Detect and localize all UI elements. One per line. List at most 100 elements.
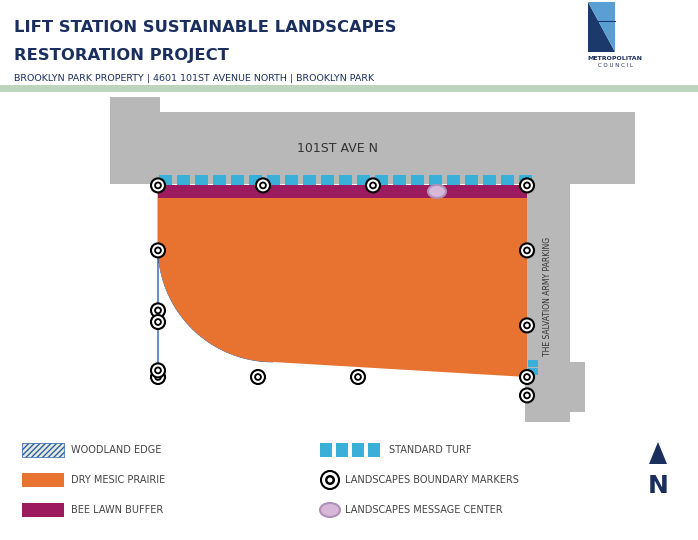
Circle shape bbox=[151, 244, 165, 258]
Text: LANDSCAPES MESSAGE CENTER: LANDSCAPES MESSAGE CENTER bbox=[345, 505, 503, 515]
Circle shape bbox=[523, 247, 531, 254]
Text: C O U N C I L: C O U N C I L bbox=[597, 63, 632, 68]
Bar bbox=[231, 176, 244, 185]
Bar bbox=[501, 176, 514, 185]
Bar bbox=[393, 176, 406, 185]
Circle shape bbox=[151, 178, 165, 192]
Text: BEE LAWN BUFFER: BEE LAWN BUFFER bbox=[71, 505, 163, 515]
Bar bbox=[375, 176, 388, 185]
Bar bbox=[368, 443, 380, 457]
Ellipse shape bbox=[320, 503, 340, 517]
Circle shape bbox=[156, 308, 160, 312]
Circle shape bbox=[259, 181, 267, 189]
Circle shape bbox=[156, 368, 160, 373]
Circle shape bbox=[151, 363, 165, 377]
Text: N: N bbox=[648, 474, 669, 498]
Text: WOODLAND EDGE: WOODLAND EDGE bbox=[71, 445, 161, 455]
Polygon shape bbox=[588, 2, 615, 52]
Circle shape bbox=[369, 181, 377, 189]
Circle shape bbox=[151, 315, 165, 329]
Circle shape bbox=[256, 178, 270, 192]
Bar bbox=[465, 176, 478, 185]
Bar bbox=[528, 368, 538, 375]
Circle shape bbox=[154, 318, 162, 326]
Bar bbox=[110, 97, 160, 120]
Bar bbox=[320, 443, 332, 457]
Polygon shape bbox=[649, 442, 667, 464]
Circle shape bbox=[523, 373, 531, 381]
Circle shape bbox=[520, 370, 534, 384]
Bar bbox=[285, 176, 298, 185]
Circle shape bbox=[251, 370, 265, 384]
Bar bbox=[213, 176, 226, 185]
Circle shape bbox=[156, 375, 160, 379]
Bar bbox=[352, 443, 364, 457]
Circle shape bbox=[156, 248, 160, 252]
Circle shape bbox=[151, 370, 165, 384]
FancyBboxPatch shape bbox=[22, 473, 64, 487]
Circle shape bbox=[321, 471, 339, 489]
FancyBboxPatch shape bbox=[22, 443, 64, 457]
Bar bbox=[483, 176, 496, 185]
FancyBboxPatch shape bbox=[22, 503, 64, 517]
Circle shape bbox=[154, 373, 162, 381]
Text: 101ST AVE N: 101ST AVE N bbox=[297, 141, 378, 154]
Bar bbox=[525, 112, 635, 184]
Bar bbox=[411, 176, 424, 185]
Circle shape bbox=[523, 321, 531, 329]
Circle shape bbox=[154, 181, 162, 189]
Bar bbox=[447, 176, 460, 185]
Bar bbox=[195, 176, 208, 185]
Bar bbox=[177, 176, 190, 185]
Bar bbox=[336, 443, 348, 457]
Circle shape bbox=[151, 303, 165, 318]
Bar bbox=[249, 176, 262, 185]
Circle shape bbox=[520, 178, 534, 192]
Circle shape bbox=[525, 394, 529, 397]
Text: RESTORATION PROJECT: RESTORATION PROJECT bbox=[14, 48, 229, 63]
Circle shape bbox=[523, 392, 531, 399]
Bar bbox=[519, 176, 532, 185]
Bar bbox=[0, 85, 698, 92]
Bar bbox=[545, 362, 585, 412]
Circle shape bbox=[520, 319, 534, 333]
Circle shape bbox=[525, 248, 529, 252]
Bar bbox=[339, 176, 352, 185]
Text: STANDARD TURF: STANDARD TURF bbox=[389, 445, 472, 455]
Polygon shape bbox=[158, 185, 273, 377]
Bar bbox=[525, 184, 570, 422]
Polygon shape bbox=[588, 2, 615, 52]
Circle shape bbox=[351, 370, 365, 384]
Bar bbox=[357, 176, 370, 185]
Ellipse shape bbox=[428, 185, 446, 198]
Circle shape bbox=[371, 184, 375, 187]
Bar bbox=[321, 176, 334, 185]
Circle shape bbox=[154, 247, 162, 254]
Circle shape bbox=[525, 323, 529, 327]
Text: DRY MESIC PRAIRIE: DRY MESIC PRAIRIE bbox=[71, 475, 165, 485]
Circle shape bbox=[325, 475, 335, 485]
Text: METROPOLITAN: METROPOLITAN bbox=[588, 56, 642, 61]
Circle shape bbox=[520, 388, 534, 402]
Circle shape bbox=[154, 367, 162, 374]
Circle shape bbox=[525, 184, 529, 187]
Circle shape bbox=[354, 373, 362, 381]
Circle shape bbox=[523, 181, 531, 189]
Circle shape bbox=[156, 320, 160, 324]
Circle shape bbox=[366, 178, 380, 192]
Bar bbox=[303, 176, 316, 185]
Bar bbox=[429, 176, 442, 185]
Circle shape bbox=[261, 184, 265, 187]
Text: LIFT STATION SUSTAINABLE LANDSCAPES: LIFT STATION SUSTAINABLE LANDSCAPES bbox=[14, 20, 396, 35]
Bar bbox=[528, 360, 538, 367]
Bar bbox=[110, 112, 560, 184]
Polygon shape bbox=[158, 185, 527, 377]
Text: LANDSCAPES BOUNDARY MARKERS: LANDSCAPES BOUNDARY MARKERS bbox=[345, 475, 519, 485]
Bar bbox=[159, 176, 172, 185]
Text: THE SALVATION ARMY PARKING: THE SALVATION ARMY PARKING bbox=[542, 237, 551, 356]
Circle shape bbox=[156, 184, 160, 187]
Text: BROOKLYN PARK PROPERTY | 4601 101ST AVENUE NORTH | BROOKLYN PARK: BROOKLYN PARK PROPERTY | 4601 101ST AVEN… bbox=[14, 74, 374, 83]
Circle shape bbox=[520, 244, 534, 258]
Circle shape bbox=[154, 307, 162, 314]
Circle shape bbox=[525, 375, 529, 379]
